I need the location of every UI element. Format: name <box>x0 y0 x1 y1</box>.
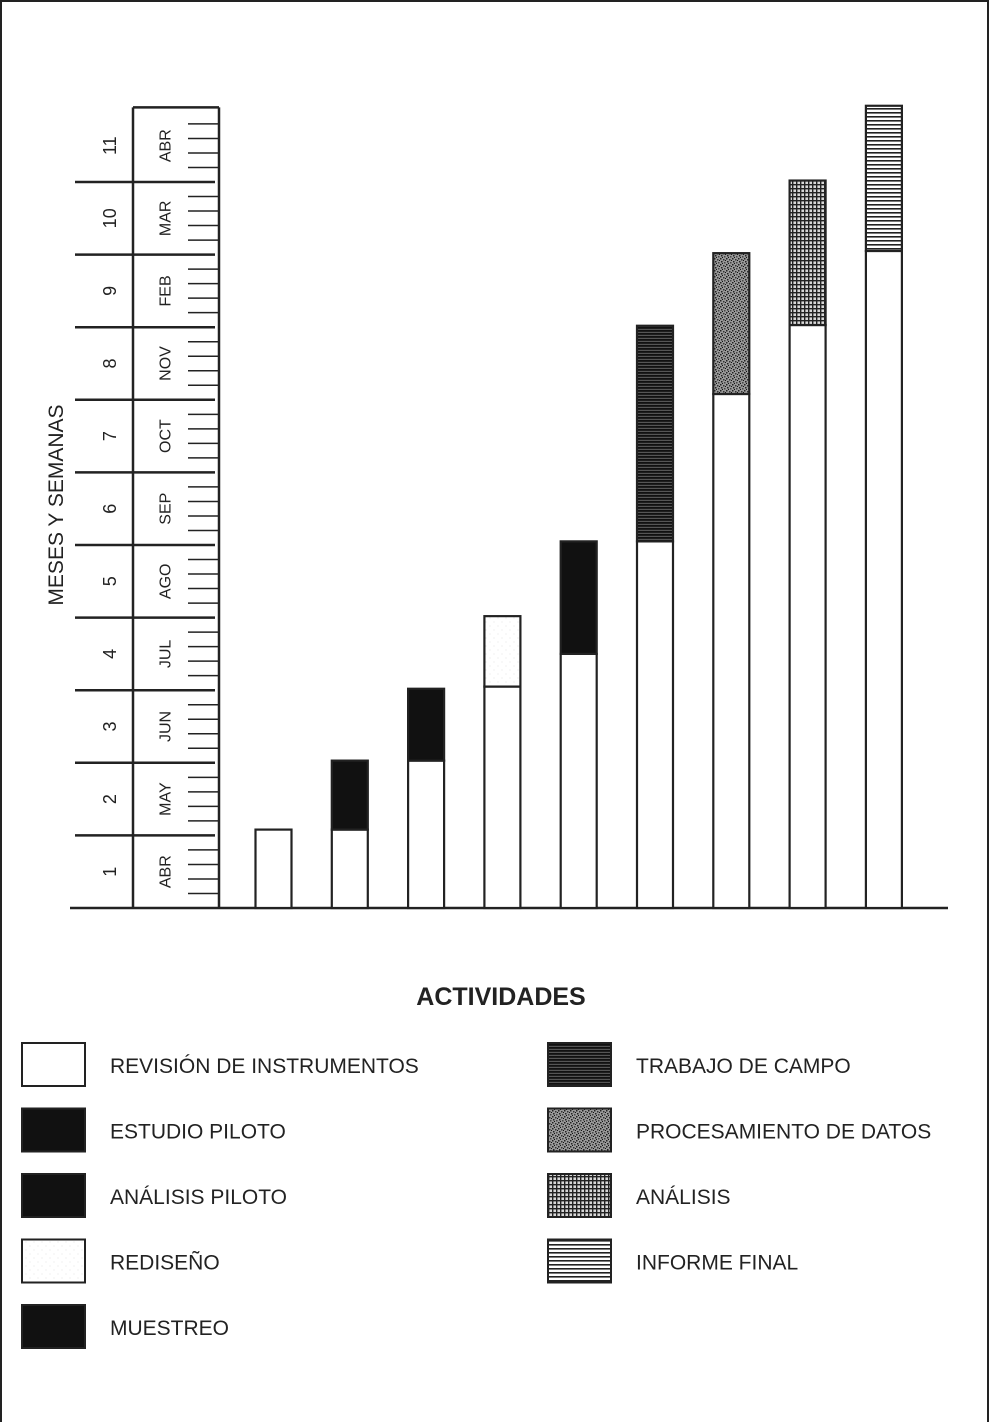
legend-label: ANÁLISIS <box>636 1186 731 1209</box>
bar-segment-4-top <box>483 615 522 688</box>
bar-segment-2-bottom <box>330 828 369 910</box>
legend-swatch <box>21 1304 86 1349</box>
bar-segment-7-top <box>712 252 751 396</box>
legend-swatch <box>547 1107 612 1153</box>
bar-segment-8-bottom <box>788 323 827 910</box>
y-tick-month-name: AGO <box>158 564 175 600</box>
bar-segment-3-bottom <box>407 759 446 910</box>
y-tick-month-name: FEB <box>158 275 175 306</box>
legend: REVISIÓN DE INSTRUMENTOS ESTUDIO PILOTO AN… <box>21 1042 931 1349</box>
y-tick-month-number: 7 <box>100 431 120 441</box>
legend-swatch <box>547 1042 612 1087</box>
y-tick-month-name: MAY <box>158 782 175 816</box>
legend-swatch <box>547 1238 612 1284</box>
bars-group <box>254 104 904 910</box>
bar-segment-5-top <box>559 540 598 655</box>
y-tick-month-name: JUL <box>158 640 175 669</box>
legend-label: REDISEÑO <box>110 1251 220 1275</box>
legend-label: MUESTREO <box>110 1317 229 1340</box>
y-tick-month-number: 9 <box>100 286 120 296</box>
bar-segment-9-top <box>864 104 904 253</box>
legend-swatch <box>21 1238 86 1284</box>
y-tick-month-name: JUN <box>158 711 175 742</box>
y-tick-month-name: ABR <box>158 855 175 888</box>
y-axis-label: MESES Y SEMANAS <box>45 404 68 605</box>
legend-label: TRABAJO DE CAMPO <box>636 1055 851 1078</box>
legend-label: INFORME FINAL <box>636 1252 798 1275</box>
bar-segment-6-top <box>635 324 675 543</box>
y-tick-month-number: 5 <box>100 576 120 586</box>
y-axis: 1 ABR 2 MAY 3 JUN 4 JUL 5 AGO 6 SEP 7 OCT 8 NOV 9 FEB 10 MA… <box>70 106 948 910</box>
y-tick-month-name: SEP <box>158 493 175 525</box>
y-tick-month-name: MAR <box>158 201 175 237</box>
y-tick-month-number: 4 <box>100 649 120 659</box>
y-tick-month-name: NOV <box>158 346 175 381</box>
y-tick-month-name: OCT <box>158 419 175 453</box>
y-tick-month-name: ABR <box>158 129 175 162</box>
bar-segment-3-top <box>407 687 446 762</box>
legend-label: PROCESAMIENTO DE DATOS <box>636 1121 931 1144</box>
y-tick-month-number: 1 <box>100 867 120 877</box>
y-tick-month-number: 8 <box>100 358 120 368</box>
legend-swatch <box>21 1042 86 1087</box>
bar-segment-2-top <box>330 759 369 831</box>
bar-segment-8-top <box>788 179 827 327</box>
y-tick-month-number: 6 <box>100 504 120 514</box>
legend-swatch <box>21 1107 86 1153</box>
bar-segment-6-bottom <box>635 540 675 910</box>
legend-swatch <box>21 1173 86 1218</box>
y-tick-month-number: 10 <box>100 208 120 228</box>
legend-label: REVISIÓN DE INSTRUMENTOS <box>110 1055 419 1078</box>
legend-label: ANÁLISIS PILOTO <box>110 1186 287 1209</box>
y-tick-month-number: 3 <box>100 721 120 731</box>
bar-segment-5-bottom <box>559 652 598 910</box>
bar-segment-4-bottom <box>483 685 522 910</box>
y-tick-month-number: 11 <box>100 136 120 155</box>
bar-segment-9-bottom <box>864 249 904 910</box>
bar-segment-1-bottom <box>254 828 293 910</box>
y-tick-month-number: 2 <box>100 794 120 804</box>
legend-swatch <box>547 1173 612 1218</box>
x-axis-label: ACTIVIDADES <box>416 983 585 1011</box>
legend-label: ESTUDIO PILOTO <box>110 1121 286 1144</box>
bar-segment-7-bottom <box>712 392 751 910</box>
